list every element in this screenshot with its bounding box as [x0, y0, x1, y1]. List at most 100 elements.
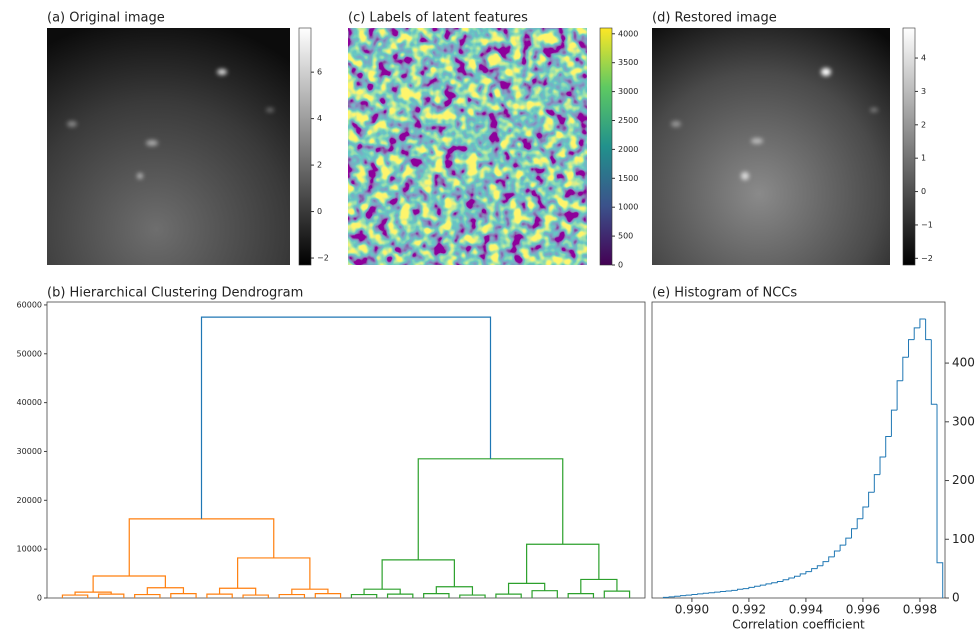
image-restored	[652, 28, 890, 265]
x-tick-label: 0.990	[675, 603, 709, 617]
histogram-bar	[856, 518, 863, 529]
dendrogram-link	[61, 594, 89, 598]
histogram-bar	[839, 544, 846, 552]
axes-frame	[651, 301, 946, 599]
dendrogram-link	[134, 593, 161, 598]
histogram-bar	[925, 319, 932, 341]
histogram-bar	[742, 588, 749, 590]
histogram-bar	[908, 339, 915, 358]
histogram-bar	[902, 356, 909, 381]
image-labels	[348, 28, 587, 265]
histogram-bar	[668, 596, 675, 598]
dendrogram-link	[386, 593, 414, 598]
dendrogram-link	[363, 588, 401, 595]
dendrogram-link	[381, 559, 455, 590]
colorbar-tick-label: −1	[921, 220, 933, 229]
x-tick-label: 0.992	[732, 603, 766, 617]
dendrogram-link	[350, 593, 378, 598]
colorbar-tick-label: 0	[921, 187, 926, 196]
colorbar-tick-label: 2000	[618, 145, 638, 154]
dendrogram-link	[580, 578, 618, 594]
image-original	[47, 28, 290, 265]
dendrogram-link	[459, 594, 486, 598]
histogram-bar	[782, 579, 789, 582]
panel-title: (b) Hierarchical Clustering Dendrogram	[47, 286, 303, 301]
colorbar-tick-label: 3000	[618, 87, 638, 96]
histogram-bar	[759, 584, 767, 587]
colorbar-tick-label: 2	[921, 120, 926, 129]
histogram-bar	[833, 550, 841, 557]
x-axis-label: Correlation coefficient	[732, 618, 865, 630]
dendrogram-link	[314, 593, 342, 598]
dendrogram-link	[206, 593, 233, 598]
histogram-bar	[919, 318, 926, 328]
dendrogram-link	[567, 593, 595, 598]
y-tick-label: 50000	[17, 349, 42, 358]
colorbar-tick-label: 1500	[618, 174, 638, 183]
colorbar-tick-label: 4000	[618, 29, 638, 38]
histogram-bar	[851, 528, 858, 539]
histogram-bar	[731, 589, 738, 591]
colorbar-tick-label: −2	[317, 254, 329, 263]
dendrogram-link	[242, 594, 269, 598]
dendrogram-link	[423, 593, 450, 598]
histogram-bar	[816, 565, 824, 569]
dendrogram-link	[237, 557, 311, 590]
histogram-bar	[771, 582, 778, 584]
histogram-bar	[811, 568, 818, 572]
histogram-bar	[754, 585, 761, 588]
histogram-bar	[680, 595, 687, 597]
dendrogram-link	[507, 582, 546, 595]
y-tick-label: 0	[37, 594, 42, 603]
colorbar-tick-label: 1	[921, 154, 926, 163]
colorbar-tick-label: 2500	[618, 116, 638, 125]
histogram-bar	[685, 594, 692, 596]
histogram-bar	[822, 561, 829, 566]
histogram-bar	[708, 592, 715, 594]
y-tick-label: 400	[952, 356, 975, 370]
x-tick-label: 0.994	[789, 603, 823, 617]
histogram-bar	[691, 593, 698, 596]
histogram-bar	[776, 581, 784, 583]
colorbar-tick-label: 500	[618, 232, 633, 241]
histogram-bar	[913, 327, 920, 340]
histogram-bar	[936, 404, 944, 598]
colorbar	[298, 27, 312, 266]
dendrogram-link	[97, 593, 125, 598]
histogram-bar	[879, 456, 886, 475]
histogram-bar	[748, 586, 755, 589]
histogram-bar	[896, 380, 903, 411]
histogram-bar	[662, 596, 670, 598]
dendrogram-link	[170, 593, 197, 598]
panel-title: (d) Restored image	[652, 11, 777, 26]
histogram-bar	[868, 491, 875, 507]
colorbar-tick-label: 4	[317, 114, 322, 123]
colorbar	[599, 27, 613, 266]
x-tick-label: 0.998	[903, 603, 937, 617]
dendrogram-link	[526, 543, 600, 584]
histogram-bar	[714, 591, 721, 593]
dendrogram-link	[92, 575, 166, 593]
colorbar-tick-label: 3500	[618, 58, 638, 67]
colorbar-tick-label: 6	[317, 68, 322, 77]
histogram-bar	[845, 537, 852, 546]
axes-frame	[46, 301, 646, 599]
panel-title: (e) Histogram of NCCs	[652, 286, 797, 301]
colorbar	[902, 27, 916, 266]
histogram-bar	[799, 573, 806, 577]
dendrogram-link	[435, 586, 474, 596]
dendrogram-link	[146, 587, 185, 595]
colorbar-tick-label: 0	[317, 207, 322, 216]
histogram-bar	[737, 588, 744, 591]
histogram-bar	[702, 592, 710, 594]
y-tick-label: 300	[952, 414, 975, 428]
histogram-bar	[873, 474, 881, 493]
histogram-bar	[788, 577, 795, 580]
histogram-bar	[794, 575, 801, 579]
histogram-bar	[828, 556, 835, 562]
histogram-bar	[765, 583, 772, 586]
x-tick-label: 0.996	[846, 603, 880, 617]
y-tick-label: 40000	[17, 398, 42, 407]
dendrogram-link	[603, 590, 631, 598]
dendrogram-link	[128, 518, 275, 577]
